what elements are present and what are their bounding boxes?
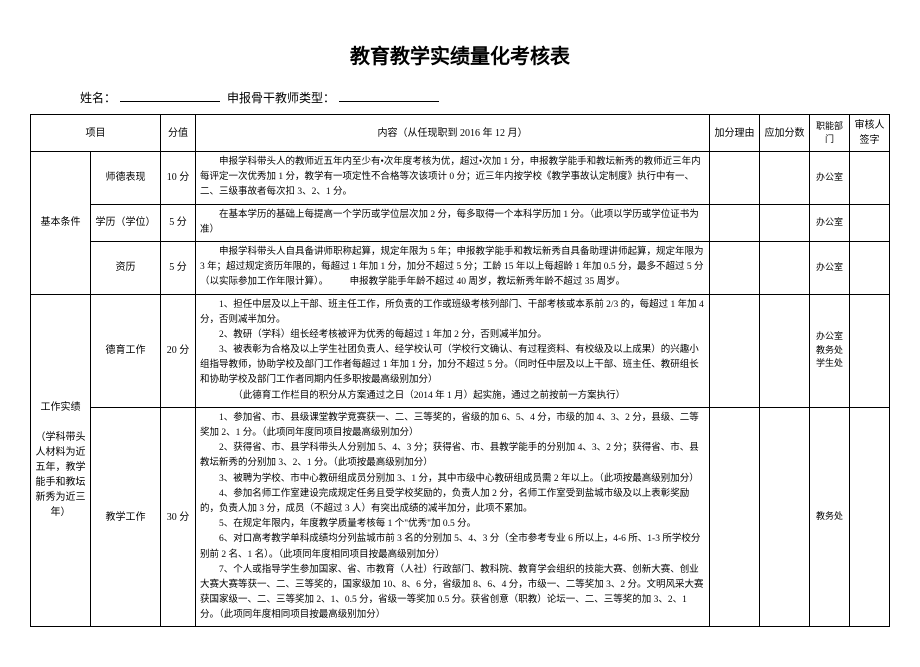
section1-name: 基本条件 [31,152,91,295]
row-content: 1、参加省、市、县级课堂教学竞赛获一、二、三等奖的，省级的加 6、5、4 分，市… [196,407,710,627]
row-score: 5 分 [161,204,196,241]
row-dept: 办公室 [810,241,850,294]
table-header-row: 项目 分值 内容（从任现职到 2016 年 12 月） 加分理由 应加分数 职能… [31,115,890,152]
table-row: 工作实绩 （学科带头人材料为近五年，教学能手和教坛新秀为近三年） 德育工作 20… [31,294,890,407]
row-item: 德育工作 [91,294,161,407]
row-score: 20 分 [161,294,196,407]
row-sign [850,294,890,407]
name-label: 姓名： [80,91,116,105]
row-reason [710,204,760,241]
row-content: 申报学科带头人的教师近五年内至少有•次年度考核为优，超过•次加 1 分，申报教学… [196,152,710,205]
row-item: 学历（学位） [91,204,161,241]
row-content: 1、担任中层及以上干部、班主任工作，所负责的工作或班级考核列部门、干部考核或本系… [196,294,710,407]
table-row: 基本条件 师德表现 10 分 申报学科带头人的教师近五年内至少有•次年度考核为优… [31,152,890,205]
col-sign: 审核人签字 [850,115,890,152]
row-sign [850,204,890,241]
row-item: 教学工作 [91,407,161,627]
section2-name: 工作实绩 （学科带头人材料为近五年，教学能手和教坛新秀为近三年） [31,294,91,627]
row-dept: 办公室教务处学生处 [810,294,850,407]
col-project: 项目 [31,115,161,152]
row-dept: 办公室 [810,204,850,241]
row-reason [710,294,760,407]
row-content: 在基本学历的基础上每提高一个学历或学位层次加 2 分，每多取得一个本科学历加 1… [196,204,710,241]
row-dept: 办公室 [810,152,850,205]
row-add [760,152,810,205]
col-score: 分值 [161,115,196,152]
col-reason: 加分理由 [710,115,760,152]
col-dept: 职能部门 [810,115,850,152]
page-title: 教育教学实绩量化考核表 [30,40,890,69]
type-label: 申报骨干教师类型： [227,91,335,105]
row-score: 10 分 [161,152,196,205]
row-add [760,294,810,407]
row-sign [850,407,890,627]
row-add [760,204,810,241]
table-row: 教学工作 30 分 1、参加省、市、县级课堂教学竞赛获一、二、三等奖的，省级的加… [31,407,890,627]
row-score: 30 分 [161,407,196,627]
col-add: 应加分数 [760,115,810,152]
row-item: 师德表现 [91,152,161,205]
row-sign [850,241,890,294]
type-blank [339,101,439,102]
row-content: 申报学科带头人自具备讲师职称起算，规定年限为 5 年；申报教学能手和教坛新秀自具… [196,241,710,294]
row-reason [710,407,760,627]
name-blank [120,101,220,102]
assessment-table: 项目 分值 内容（从任现职到 2016 年 12 月） 加分理由 应加分数 职能… [30,114,890,627]
row-sign [850,152,890,205]
row-add [760,407,810,627]
col-content: 内容（从任现职到 2016 年 12 月） [196,115,710,152]
table-row: 资历 5 分 申报学科带头人自具备讲师职称起算，规定年限为 5 年；申报教学能手… [31,241,890,294]
row-add [760,241,810,294]
row-score: 5 分 [161,241,196,294]
row-reason [710,241,760,294]
row-item: 资历 [91,241,161,294]
table-row: 学历（学位） 5 分 在基本学历的基础上每提高一个学历或学位层次加 2 分，每多… [31,204,890,241]
row-dept: 教务处 [810,407,850,627]
form-header: 姓名： 申报骨干教师类型： [30,89,890,106]
row-reason [710,152,760,205]
